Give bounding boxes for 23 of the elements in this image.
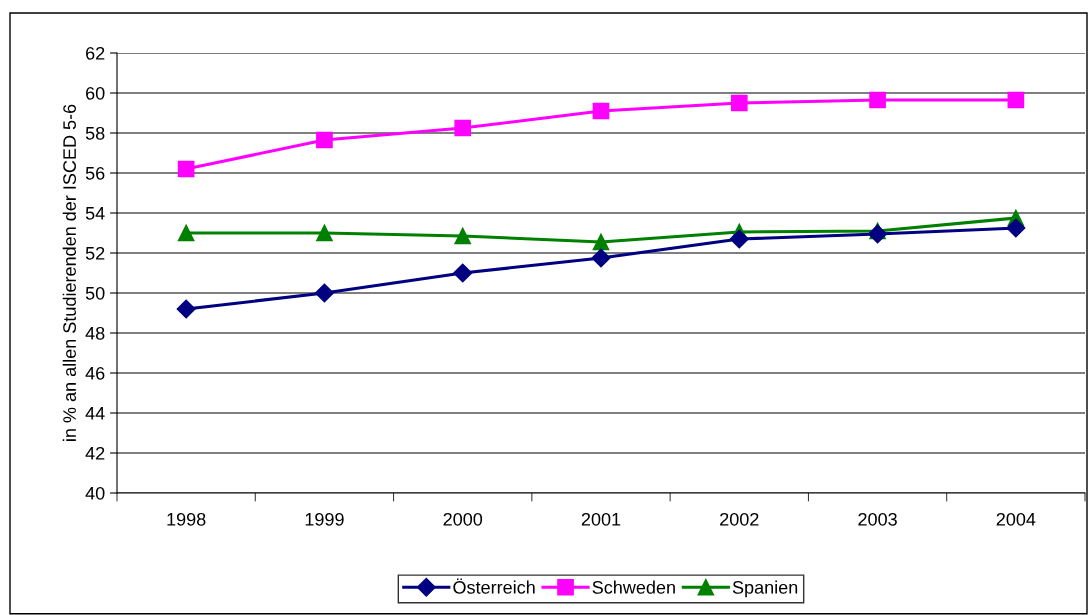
- y-tick-label: 42: [85, 446, 105, 460]
- y-tick-label: 56: [85, 166, 105, 180]
- y-tick-label: 62: [86, 46, 105, 60]
- x-tick-label: 2001: [581, 512, 621, 526]
- x-tick-label: 1999: [305, 512, 344, 526]
- legend-label: Spanien: [732, 580, 798, 598]
- x-tick-label: 2004: [996, 512, 1036, 526]
- legend-label: Schweden: [592, 580, 675, 594]
- y-tick-label: 54: [85, 207, 105, 220]
- x-tick-label: 1998: [167, 512, 206, 526]
- y-tick-label: 40: [85, 486, 105, 500]
- y-axis-title: in % an allen Studierenden der ISCED 5-6: [62, 104, 76, 441]
- y-tick-label: 58: [85, 126, 105, 140]
- y-tick-label: 50: [85, 286, 105, 300]
- y-tick-label: 60: [86, 86, 105, 100]
- y-tick-label: 48: [85, 326, 105, 340]
- y-tick-label: 52: [85, 246, 105, 260]
- x-tick-label: 2002: [720, 512, 759, 526]
- y-tick-label: 46: [85, 366, 105, 380]
- legend-label: Österreich: [453, 578, 535, 594]
- x-tick-label: 2000: [443, 512, 483, 526]
- x-tick-label: 2003: [858, 512, 897, 526]
- y-tick-label: 44: [85, 407, 105, 420]
